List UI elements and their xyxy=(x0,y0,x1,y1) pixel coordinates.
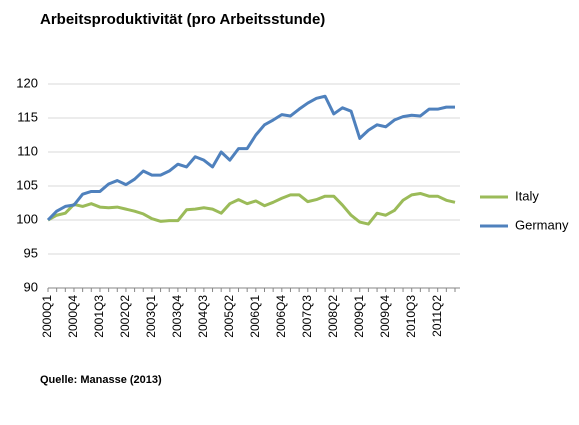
x-tick-label: 2003Q1 xyxy=(144,295,158,338)
y-tick-label: 115 xyxy=(17,109,38,124)
source-note: Quelle: Manasse (2013) xyxy=(40,374,162,386)
x-tick-label: 2006Q4 xyxy=(274,295,288,338)
x-tick-label: 2006Q1 xyxy=(248,295,262,338)
legend-label: Germany xyxy=(515,217,569,232)
series-line xyxy=(46,94,455,222)
y-tick-label: 105 xyxy=(16,177,38,192)
legend-label: Italy xyxy=(515,188,539,203)
x-tick-label: 2000Q4 xyxy=(66,295,80,338)
y-tick-label: 100 xyxy=(16,211,38,226)
y-tick-label: 120 xyxy=(16,75,38,90)
x-tick-label: 2000Q1 xyxy=(40,295,54,338)
x-tick-label: 2009Q4 xyxy=(378,295,392,338)
chart-title: Arbeitsproduktivität (pro Arbeitsstunde) xyxy=(40,11,325,28)
x-tick-label: 2009Q1 xyxy=(352,295,366,338)
y-tick-label: 90 xyxy=(24,279,38,294)
x-tick-label: 2005Q2 xyxy=(222,295,236,338)
x-tick-label: 2002Q2 xyxy=(118,295,132,338)
x-tick-label: 2008Q2 xyxy=(326,295,340,338)
x-tick-label: 2003Q4 xyxy=(170,295,184,338)
x-tick-label: 2004Q3 xyxy=(196,295,210,338)
x-tick-label: 2001Q3 xyxy=(92,295,106,338)
x-tick-label: 2011Q2 xyxy=(430,295,444,337)
x-tick-label: 2010Q3 xyxy=(404,295,418,338)
series-line xyxy=(47,191,456,226)
y-tick-label: 110 xyxy=(17,143,38,158)
x-tick-label: 2007Q3 xyxy=(300,295,314,338)
y-tick-label: 95 xyxy=(24,245,38,260)
